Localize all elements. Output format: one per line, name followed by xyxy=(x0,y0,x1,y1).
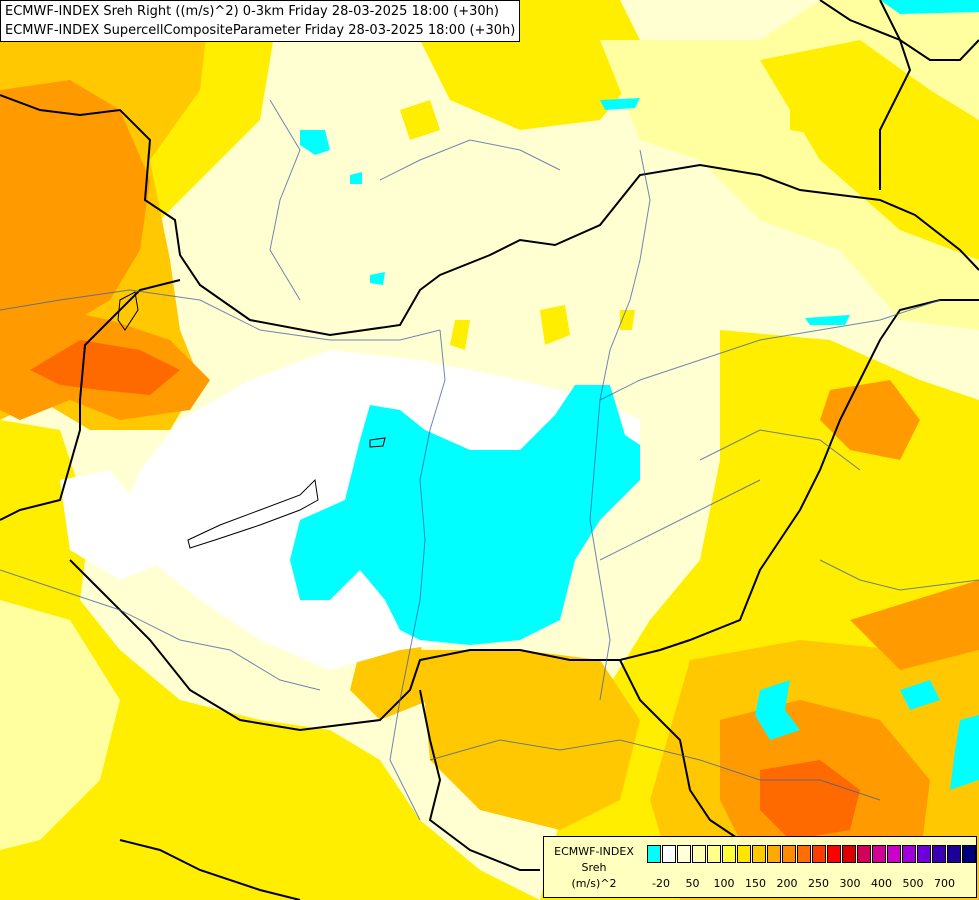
legend-swatch xyxy=(842,845,856,863)
legend-tick-label: 700 xyxy=(934,877,955,890)
legend-tick-label: 500 xyxy=(902,877,924,890)
legend-swatch xyxy=(722,845,736,863)
legend-swatch xyxy=(887,845,901,863)
title-box: ECMWF-INDEX Sreh Right ((m/s)^2) 0-3km F… xyxy=(0,0,520,42)
legend-swatch xyxy=(767,845,781,863)
legend-swatch xyxy=(752,845,766,863)
legend-swatch xyxy=(692,845,706,863)
legend-swatch xyxy=(707,845,721,863)
legend-swatch xyxy=(677,845,691,863)
legend-swatch xyxy=(872,845,886,863)
legend-swatch xyxy=(857,845,871,863)
legend-tick-label: 100 xyxy=(713,877,735,890)
legend-swatch xyxy=(812,845,826,863)
legend-swatch xyxy=(947,845,961,863)
legend-swatch xyxy=(932,845,946,863)
legend-tick-label: 300 xyxy=(839,877,861,890)
legend-swatches xyxy=(647,845,977,863)
legend-tick-label: 200 xyxy=(776,877,798,890)
legend-swatch xyxy=(902,845,916,863)
legend-swatch xyxy=(782,845,796,863)
title-line-scp: ECMWF-INDEX SupercellCompositeParameter … xyxy=(5,23,516,38)
legend-swatch xyxy=(962,845,976,863)
color-legend: ECMWF-INDEX Sreh (m/s)^2 -20 50 100 150 200 2… xyxy=(543,836,977,898)
legend-swatch xyxy=(662,845,676,863)
legend-swatch xyxy=(797,845,811,863)
legend-tick-label: 400 xyxy=(871,877,892,890)
legend-variable-label: Sreh xyxy=(581,861,607,874)
legend-tick-label: -20 xyxy=(652,877,670,890)
legend-tick-label: 250 xyxy=(808,877,829,890)
legend-model-label: ECMWF-INDEX xyxy=(554,845,634,858)
legend-unit-label: (m/s)^2 xyxy=(571,877,617,890)
legend-tick-label: 150 xyxy=(745,877,766,890)
legend-swatch xyxy=(827,845,841,863)
legend-swatch xyxy=(917,845,931,863)
legend-tick-label: 50 xyxy=(685,877,700,890)
title-line-sreh: ECMWF-INDEX Sreh Right ((m/s)^2) 0-3km F… xyxy=(5,4,499,19)
legend-swatch xyxy=(647,845,661,863)
legend-swatch xyxy=(737,845,751,863)
